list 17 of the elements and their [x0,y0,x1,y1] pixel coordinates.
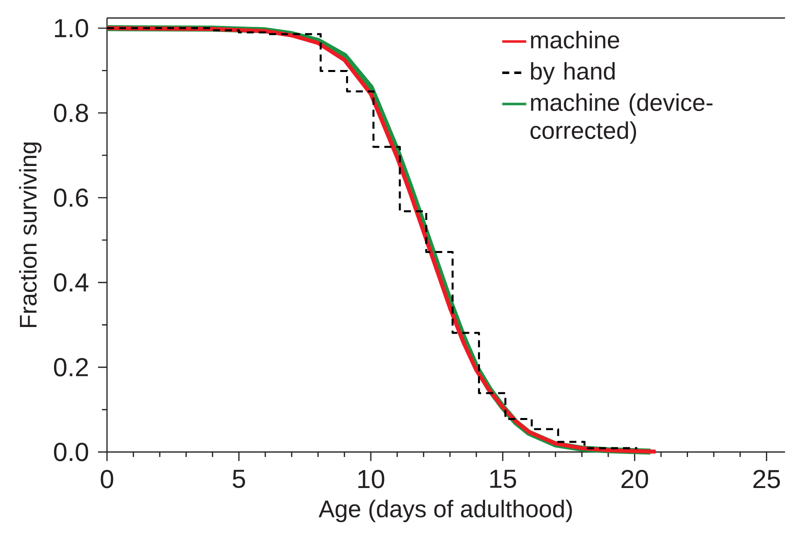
y-tick-label: 0.6 [54,188,88,207]
x-tick-label: 0 [100,470,114,488]
x-tick-label: 10 [358,470,384,488]
y-tick-label: 0.4 [54,273,88,292]
legend-label: by hand [531,62,615,85]
y-tick-label: 0.8 [54,104,88,122]
x-tick-label: 5 [232,470,246,488]
x-axis-title: Age (days of adulthood) [318,500,572,522]
legend-label: machine [531,30,620,48]
x-tick-label: 15 [490,470,516,488]
y-axis-title: Fraction surviving [19,142,42,328]
x-tick-label: 25 [753,470,780,488]
x-tick-label: 20 [621,470,648,488]
y-tick-label: 1.0 [54,18,88,38]
legend-label: machine (device-corrected) [530,93,712,144]
y-tick-label: 0.2 [54,358,88,376]
y-tick-label: 0.0 [54,442,88,462]
